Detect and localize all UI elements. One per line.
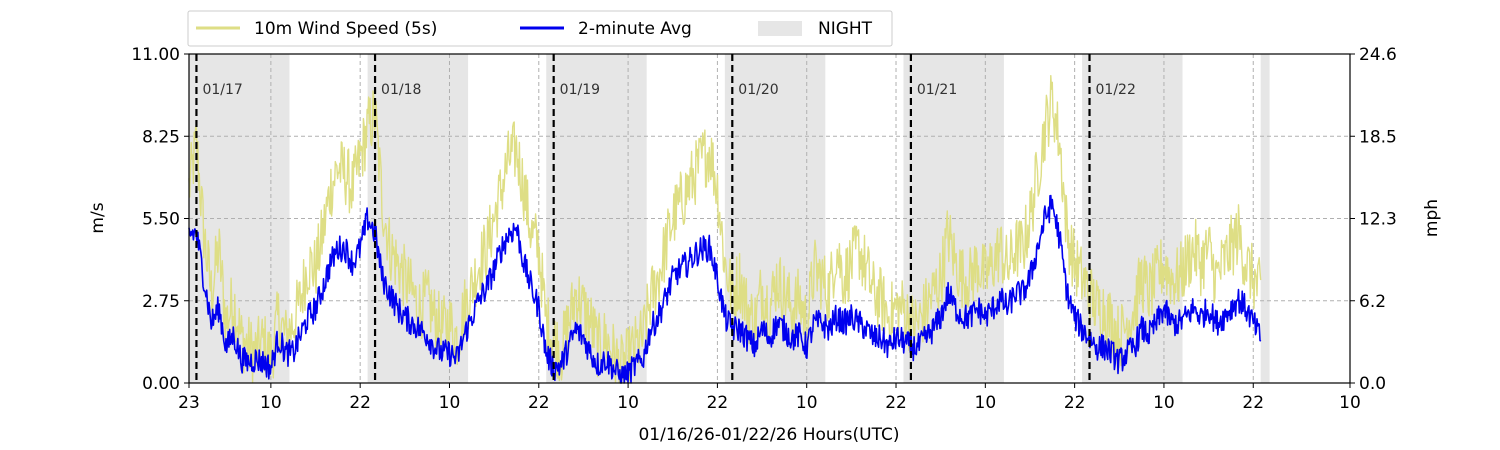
x-tick-label-5: 10 (617, 393, 639, 413)
x-tick-label-13: 10 (1339, 393, 1361, 413)
y-tick-label-left-0: 0.00 (142, 374, 180, 394)
date-markers: 01/17 01/18 01/19 01/20 01/21 01/22 (195, 54, 1136, 383)
x-tick-label-6: 22 (707, 393, 729, 413)
y-tick-label-left-1: 2.75 (142, 292, 180, 312)
x-axis-title: 01/16/26-01/22/26 Hours(UTC) (638, 425, 899, 445)
x-tick-label-10: 22 (1064, 393, 1086, 413)
legend-label-night: NIGHT (818, 19, 873, 39)
y-tick-label-right-4: 24.6 (1359, 45, 1397, 65)
date-marker-label-3: 01/20 (738, 82, 778, 98)
legend-label-2min-avg: 2-minute Avg (578, 19, 692, 39)
y-axis-title-right: mph (1422, 199, 1442, 237)
series-line-0 (188, 75, 1262, 384)
x-tick-label-8: 22 (885, 393, 907, 413)
y-tick-label-left-2: 5.50 (142, 210, 180, 230)
x-tick-label-4: 22 (528, 393, 550, 413)
date-marker-label-5: 01/22 (1096, 82, 1136, 98)
y-tick-label-left-3: 8.25 (142, 127, 180, 147)
legend-label-wind-speed: 10m Wind Speed (5s) (254, 19, 437, 39)
x-tick-label-9: 10 (975, 393, 997, 413)
y-tick-label-right-2: 12.3 (1359, 210, 1397, 230)
y-tick-label-right-1: 6.2 (1359, 292, 1386, 312)
date-marker-label-0: 01/17 (202, 82, 242, 98)
series-line-1 (188, 194, 1262, 384)
date-marker-label-2: 01/19 (560, 82, 600, 98)
y-tick-label-right-3: 18.5 (1359, 127, 1397, 147)
legend-swatch-night (758, 21, 802, 36)
x-tick-label-2: 22 (349, 393, 371, 413)
x-tick-label-7: 10 (796, 393, 818, 413)
x-tick-label-12: 22 (1242, 393, 1264, 413)
date-marker-label-1: 01/18 (381, 82, 421, 98)
x-tick-label-11: 10 (1153, 393, 1175, 413)
y-tick-label-right-0: 0.0 (1359, 374, 1386, 394)
y-axis-title-left: m/s (88, 202, 108, 233)
axis-ticks: 0.00 2.75 5.50 8.25 11.00 0.0 6.2 12.3 18.5 24.6 2… (131, 45, 1397, 413)
legend: 10m Wind Speed (5s) 2-minute Avg NIGHT (187, 10, 893, 47)
x-tick-label-3: 10 (439, 393, 461, 413)
x-tick-label-0: 23 (178, 393, 200, 413)
y-tick-label-left-4: 11.00 (131, 45, 180, 65)
x-tick-label-1: 10 (260, 393, 282, 413)
series-layer (188, 75, 1262, 384)
date-marker-label-4: 01/21 (917, 82, 957, 98)
night-band-5 (1082, 54, 1183, 383)
night-band-6 (1260, 54, 1270, 383)
